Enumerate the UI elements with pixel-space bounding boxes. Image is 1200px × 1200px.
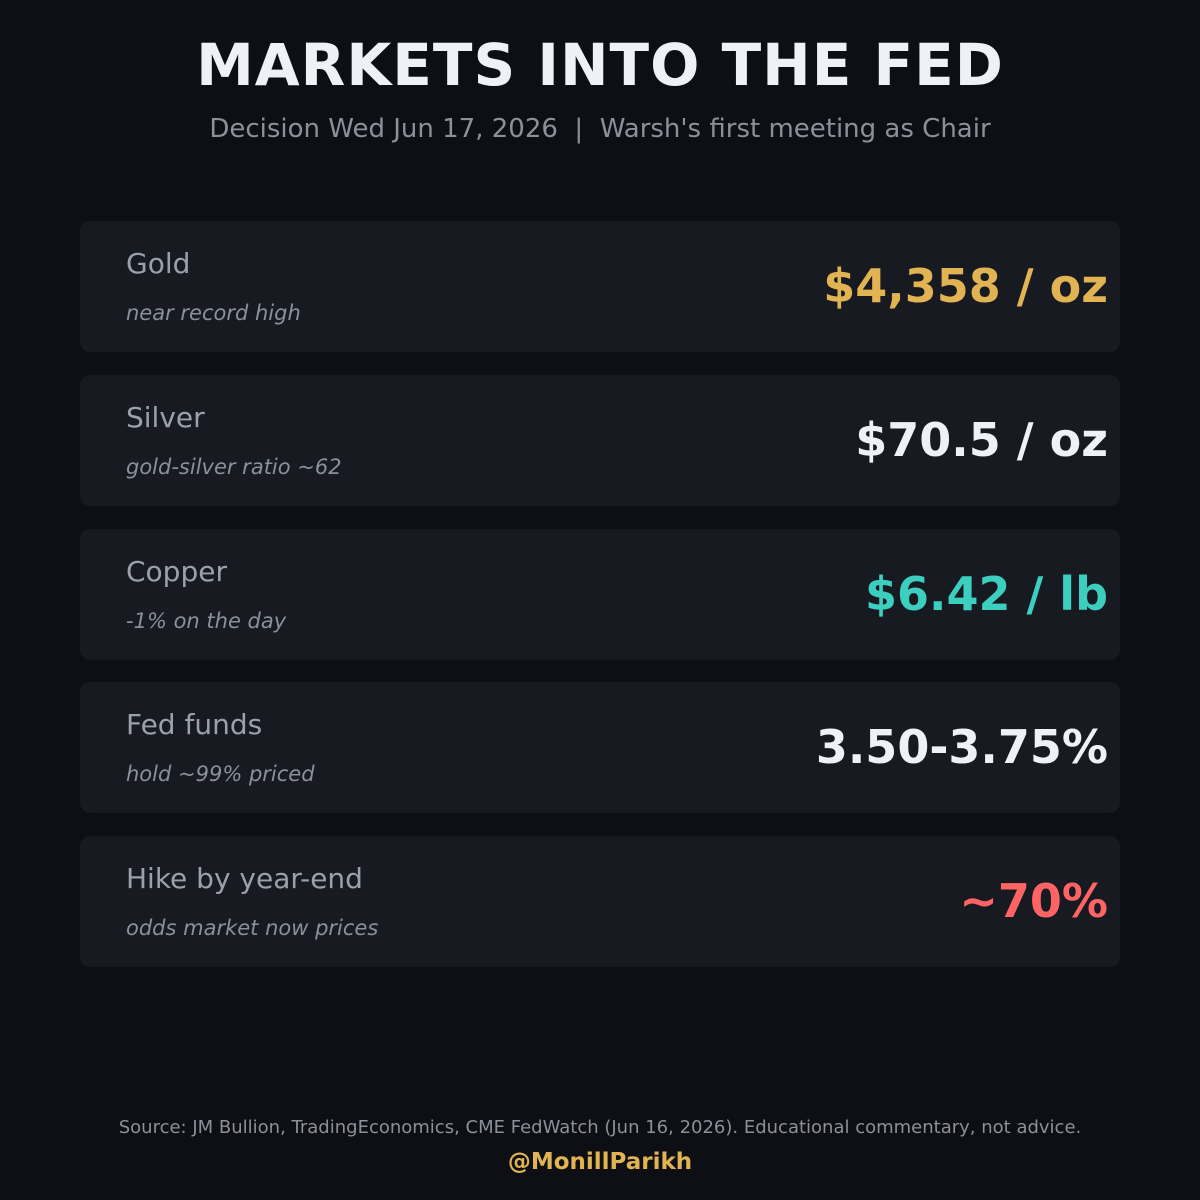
card-note: -1% on the day — [126, 609, 287, 633]
card-fed-funds: Fed funds hold ~99% priced 3.50-3.75% — [80, 682, 1120, 813]
card-label: Gold — [126, 247, 191, 280]
author-handle: @MonillParikh — [507, 1149, 693, 1175]
card-note: odds market now prices — [126, 916, 379, 940]
card-value: ~70% — [959, 874, 1108, 928]
page-subtitle: Decision Wed Jun 17, 2026 | Warsh's firs… — [209, 114, 991, 144]
card-gold: Gold near record high $4,358 / oz — [80, 221, 1120, 352]
card-label: Silver — [126, 401, 205, 434]
card-note: hold ~99% priced — [126, 762, 315, 786]
card-value: $4,358 / oz — [823, 259, 1108, 313]
card-note: near record high — [126, 301, 301, 325]
card-value: 3.50-3.75% — [815, 720, 1108, 774]
card-label: Hike by year-end — [126, 862, 363, 895]
card-label: Fed funds — [126, 708, 263, 741]
card-copper: Copper -1% on the day $6.42 / lb — [80, 529, 1120, 660]
card-value: $6.42 / lb — [864, 567, 1108, 621]
source-note: Source: JM Bullion, TradingEconomics, CM… — [118, 1117, 1082, 1138]
card-label: Copper — [126, 555, 227, 588]
card-note: gold-silver ratio ~62 — [126, 455, 342, 479]
page-title: MARKETS INTO THE FED — [196, 31, 1004, 99]
card-value: $70.5 / oz — [855, 413, 1108, 467]
card-hike-odds: Hike by year-end odds market now prices … — [80, 836, 1120, 967]
card-silver: Silver gold-silver ratio ~62 $70.5 / oz — [80, 375, 1120, 506]
